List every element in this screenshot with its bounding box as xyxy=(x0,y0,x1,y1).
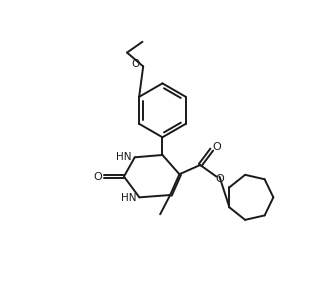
Text: HN: HN xyxy=(116,151,132,162)
Text: O: O xyxy=(131,59,140,69)
Text: O: O xyxy=(212,141,221,151)
Text: HN: HN xyxy=(121,193,136,203)
Text: O: O xyxy=(216,174,225,184)
Text: O: O xyxy=(93,172,102,181)
